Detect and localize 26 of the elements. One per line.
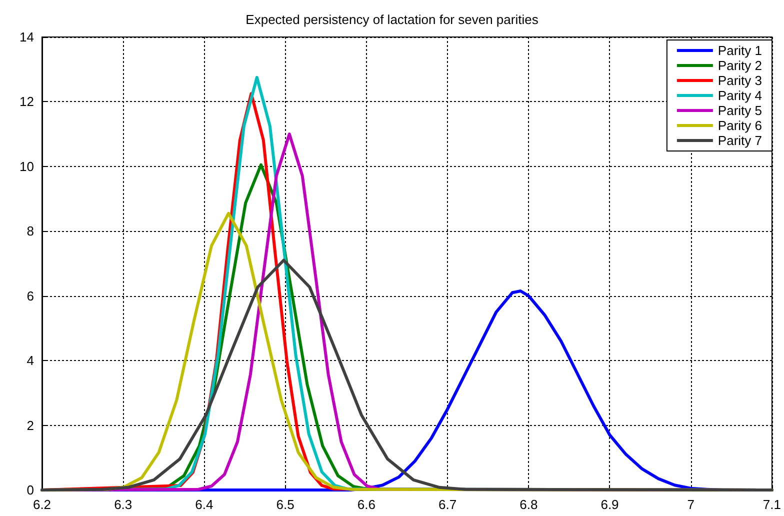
- x-tick-label: 7.1: [762, 497, 782, 512]
- legend-label: Parity 3: [718, 73, 762, 88]
- x-tick-label: 6.3: [114, 497, 132, 512]
- y-tick-label: 14: [20, 30, 34, 44]
- y-tick-label: 10: [20, 158, 34, 174]
- legend-label: Parity 7: [718, 133, 762, 148]
- legend-label: Parity 2: [718, 58, 762, 73]
- chart-title: Expected persistency of lactation for seven parities: [246, 12, 539, 27]
- x-tick-label: 6.5: [276, 497, 294, 512]
- y-tick-label: 8: [26, 224, 34, 239]
- x-tick-label: 6.9: [600, 497, 619, 512]
- y-tick-label: 6: [26, 288, 34, 304]
- x-tick-label: 6.8: [520, 497, 538, 512]
- y-tick-label: 2: [26, 418, 34, 433]
- x-tick-label: 6.7: [438, 497, 457, 512]
- x-tick-label: 7: [687, 497, 694, 512]
- legend-label: Parity 4: [718, 88, 762, 103]
- x-tick-label: 6.4: [195, 497, 214, 512]
- legend-label: Parity 5: [718, 103, 762, 118]
- y-tick-label: 4: [26, 353, 34, 368]
- x-tick-label: 6.6: [357, 497, 376, 512]
- y-tick-label: 0: [26, 482, 34, 498]
- x-tick-label: 6.2: [32, 497, 52, 512]
- y-tick-label: 12: [20, 94, 34, 110]
- legend-label: Parity 1: [718, 43, 762, 58]
- legend-label: Parity 6: [718, 118, 762, 133]
